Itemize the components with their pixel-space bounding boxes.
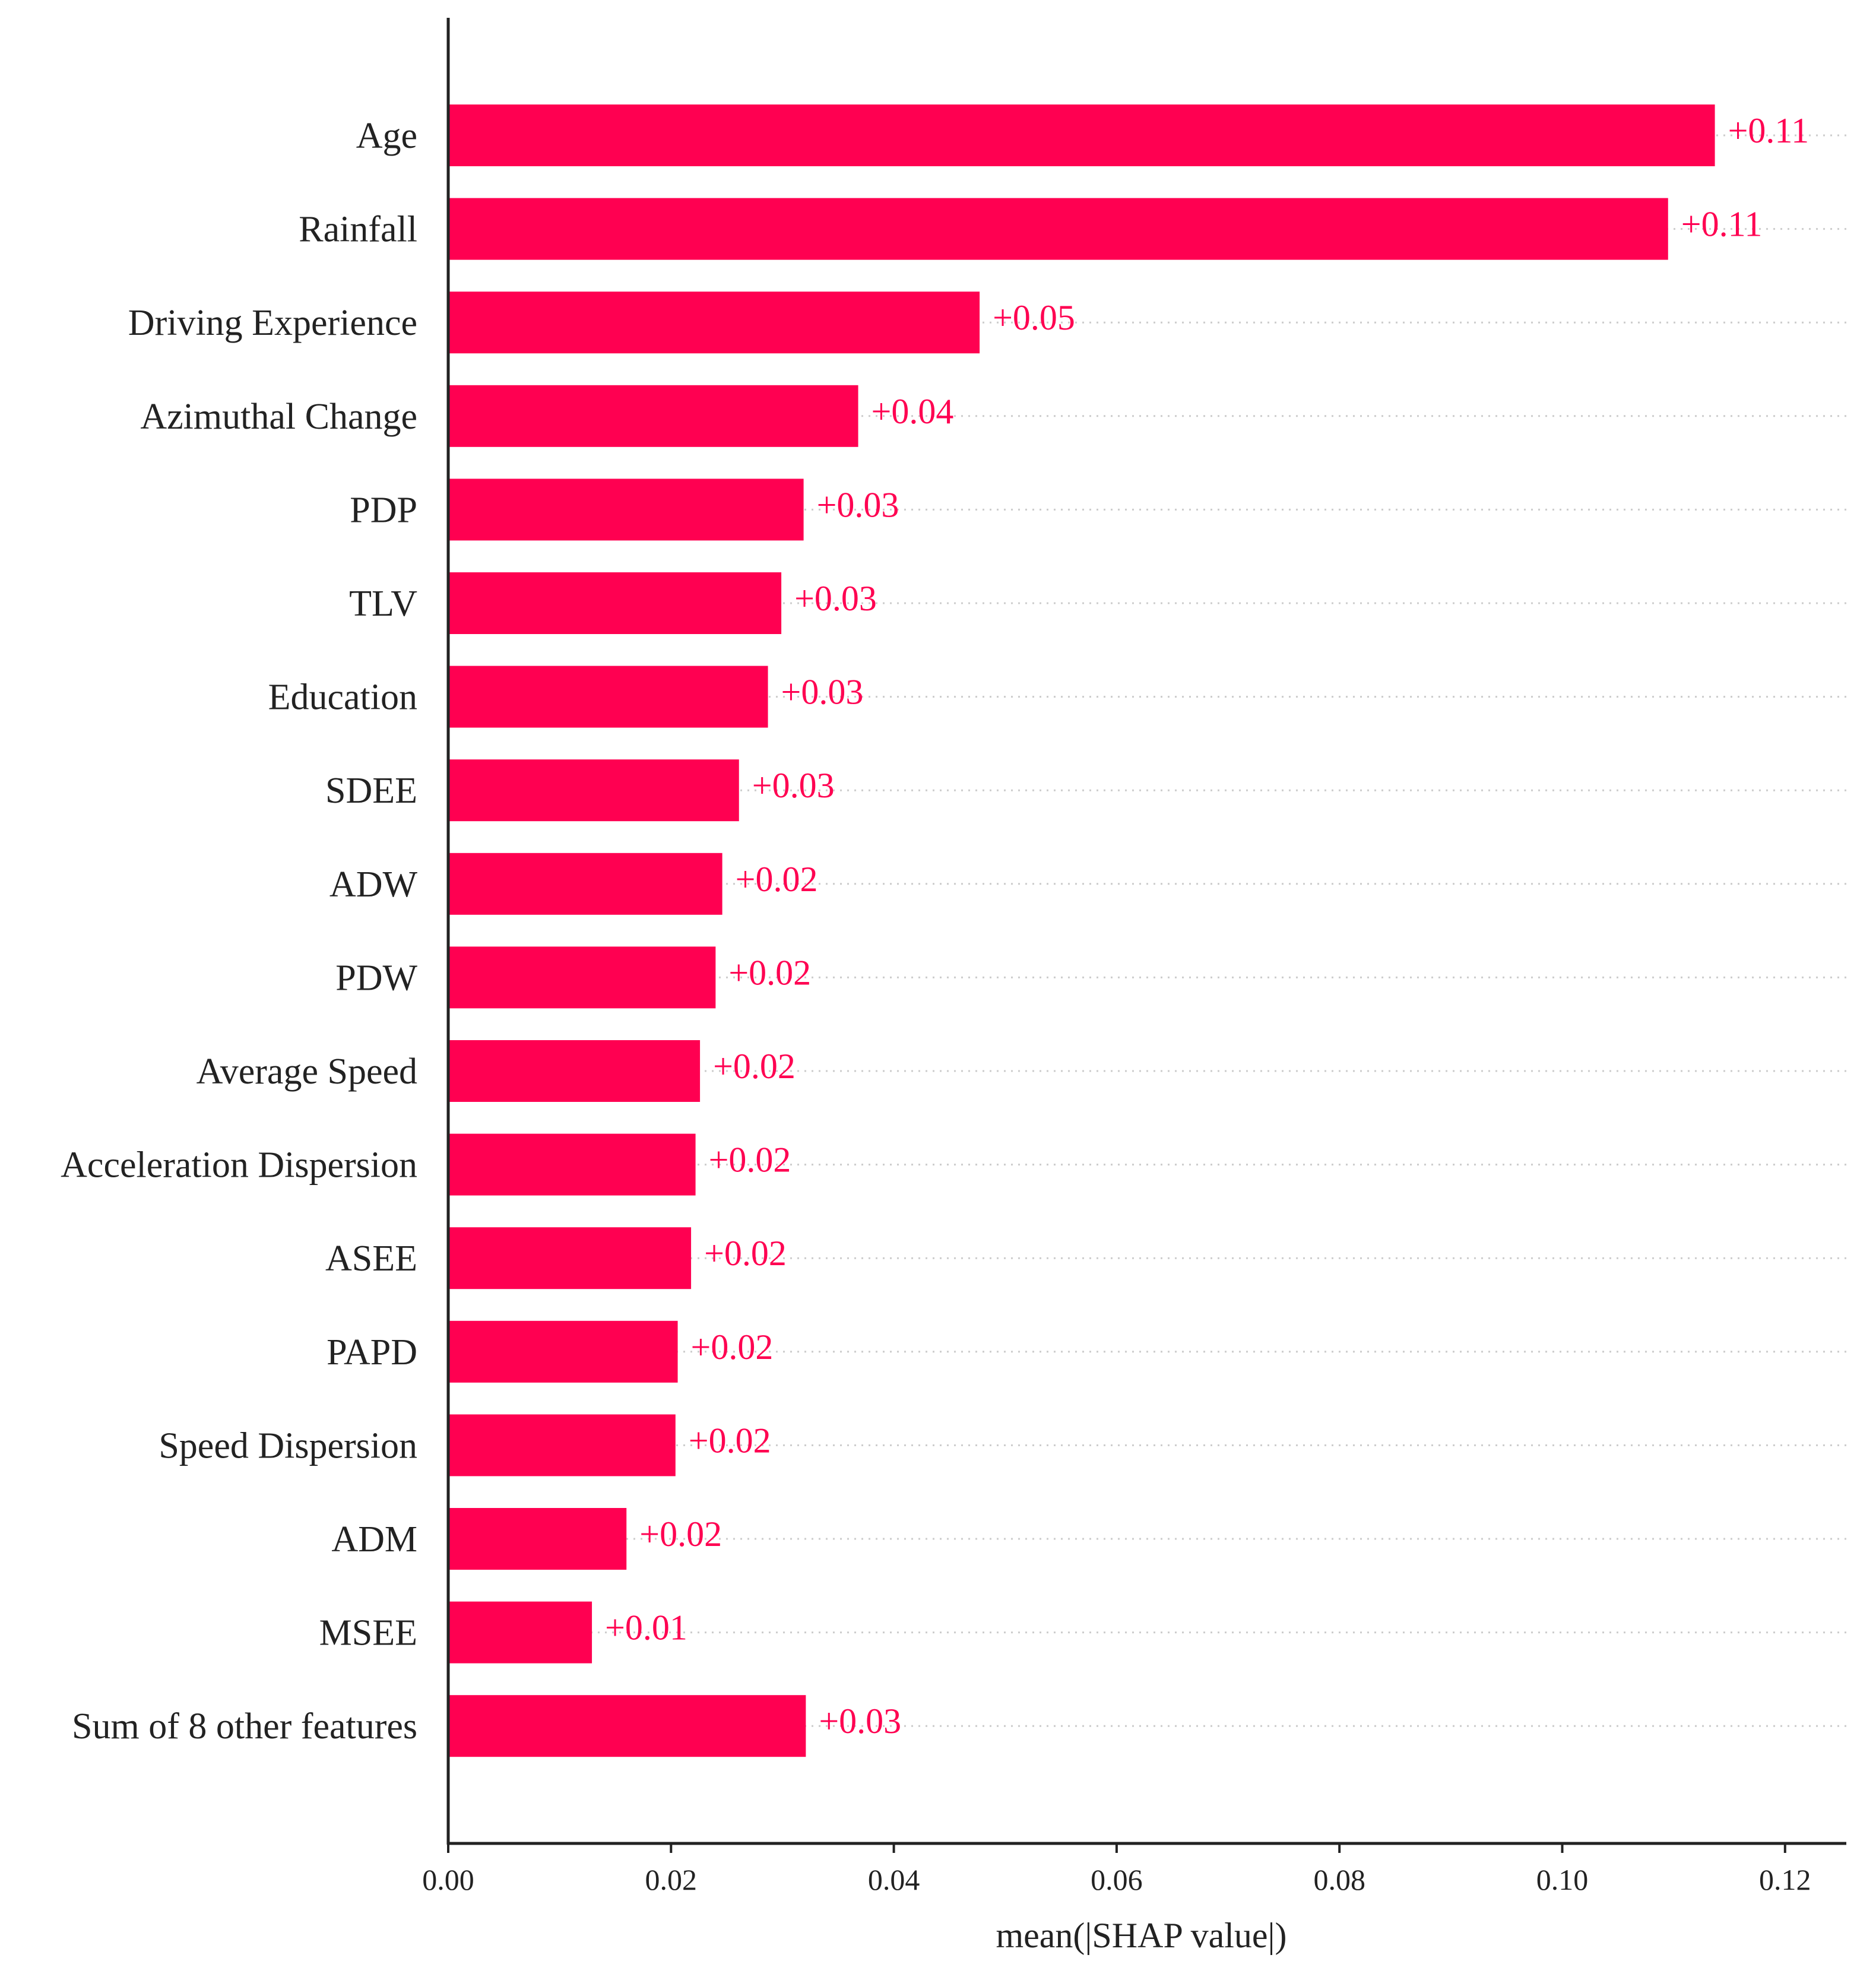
bar: [448, 385, 858, 447]
value-label: +0.03: [794, 579, 877, 618]
value-label: +0.02: [736, 860, 818, 899]
x-tick-label: 0.12: [1759, 1863, 1811, 1896]
bar: [448, 292, 980, 354]
x-tick-label: 0.04: [868, 1863, 920, 1896]
feature-label: Rainfall: [299, 210, 417, 250]
x-tick-label: 0.00: [422, 1863, 474, 1896]
bar: [448, 198, 1668, 260]
bar: [448, 1040, 701, 1102]
x-ticks: 0.00 0.02 0.04 0.06 0.08 0.10 0.12: [422, 1843, 1811, 1896]
bar: [448, 666, 768, 728]
grid-lines: [448, 134, 1846, 1727]
feature-label: ADM: [331, 1519, 417, 1560]
value-label: +0.03: [817, 485, 899, 524]
value-label: +0.02: [689, 1421, 771, 1460]
feature-label: Driving Experience: [128, 303, 417, 343]
feature-label: Sum of 8 other features: [72, 1706, 417, 1747]
value-label: +0.03: [781, 673, 864, 712]
feature-label: ASEE: [325, 1238, 417, 1279]
feature-label: MSEE: [319, 1613, 417, 1653]
value-label: +0.02: [691, 1327, 774, 1367]
bar: [448, 853, 722, 915]
value-label: +0.02: [639, 1515, 722, 1554]
value-label: +0.05: [993, 298, 1075, 337]
x-tick-label: 0.06: [1091, 1863, 1143, 1896]
axes: [446, 18, 1846, 1845]
feature-label: Speed Dispersion: [159, 1425, 417, 1466]
value-label: +0.02: [704, 1234, 787, 1273]
value-label: +0.03: [819, 1702, 901, 1741]
bar: [448, 572, 782, 634]
value-label: +0.01: [605, 1608, 687, 1648]
bar: [448, 1227, 692, 1290]
feature-label: Azimuthal Change: [140, 397, 417, 437]
bar: [448, 479, 804, 541]
feature-label: Age: [356, 116, 417, 156]
feature-label: Average Speed: [197, 1051, 417, 1092]
feature-label: PAPD: [327, 1332, 417, 1373]
feature-labels: Age Rainfall Driving Experience Azimuthal C…: [61, 116, 417, 1747]
value-labels: +0.11 +0.11 +0.05 +0.04 +0.03 +0.03 +0.03 +0.03…: [605, 111, 1809, 1741]
x-tick-label: 0.10: [1536, 1863, 1589, 1896]
x-tick-label: 0.08: [1313, 1863, 1365, 1896]
bar: [448, 1414, 676, 1477]
bar: [448, 104, 1715, 166]
feature-label: ADW: [329, 864, 418, 905]
feature-label: Acceleration Dispersion: [61, 1145, 417, 1186]
bars: [448, 104, 1715, 1757]
x-tick-label: 0.02: [645, 1863, 698, 1896]
value-label: +0.02: [713, 1047, 796, 1086]
bar: [448, 1601, 592, 1664]
feature-label: PDP: [350, 490, 417, 530]
bar: [448, 1695, 806, 1757]
bar: [448, 1320, 678, 1383]
bar: [448, 1133, 696, 1196]
value-label: +0.04: [872, 392, 954, 431]
feature-label: PDW: [335, 958, 417, 998]
value-label: +0.03: [752, 766, 835, 805]
bar: [448, 759, 739, 822]
value-label: +0.11: [1681, 205, 1763, 244]
bar: [448, 1508, 627, 1570]
feature-label: Education: [268, 677, 417, 718]
feature-label: SDEE: [325, 771, 417, 811]
feature-label: TLV: [349, 584, 417, 624]
value-label: +0.02: [728, 953, 811, 992]
value-label: +0.02: [709, 1140, 791, 1180]
value-label: +0.11: [1728, 111, 1810, 150]
bar: [448, 946, 716, 1009]
x-axis-title: mean(|SHAP value|): [996, 1916, 1286, 1955]
